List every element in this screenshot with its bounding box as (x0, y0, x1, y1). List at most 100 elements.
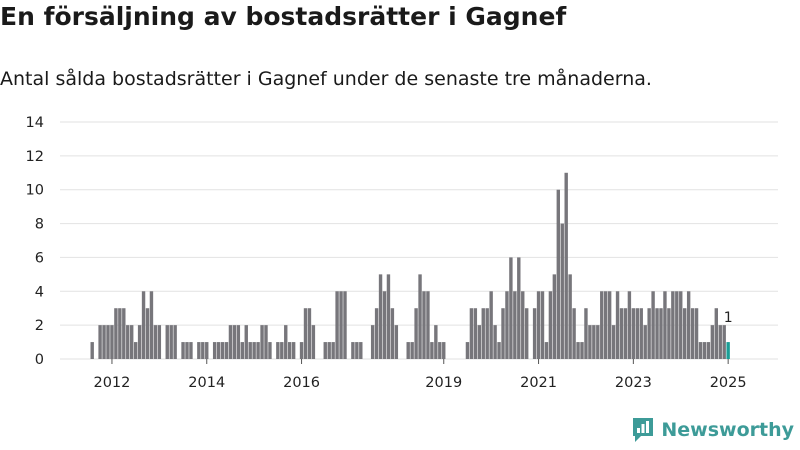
bar (671, 291, 675, 359)
bar (335, 291, 339, 359)
y-tick-label: 4 (35, 284, 44, 300)
bar (185, 342, 189, 359)
bar (291, 342, 296, 359)
bar (394, 325, 399, 359)
bar (698, 342, 703, 359)
bar (264, 325, 268, 359)
chart-subtitle: Antal sålda bostadsrätter i Gagnef under… (0, 68, 652, 90)
bar (228, 325, 233, 359)
bar (627, 291, 632, 359)
bar (220, 342, 225, 359)
y-tick-label: 0 (35, 352, 44, 368)
bar (655, 308, 659, 359)
bar (635, 308, 639, 359)
bar (501, 308, 505, 359)
bar (414, 308, 418, 359)
bar (137, 325, 142, 359)
bar (212, 342, 217, 359)
y-tick-label: 10 (26, 183, 44, 199)
bar (611, 325, 616, 359)
bar (122, 308, 126, 359)
y-tick-label: 2 (35, 318, 44, 334)
bar (252, 342, 256, 359)
bar (339, 291, 343, 359)
bar (706, 342, 711, 359)
bar (663, 291, 667, 359)
x-tick-label: 2023 (615, 375, 652, 391)
bar (643, 325, 647, 359)
chart-title: En försäljning av bostadsrätter i Gagnef (0, 2, 567, 31)
bar (284, 325, 288, 359)
bar (307, 308, 312, 359)
bar (130, 325, 134, 359)
bar (422, 291, 426, 359)
bar (224, 342, 229, 359)
bar (572, 308, 576, 359)
bar (256, 342, 260, 359)
bar (604, 291, 608, 359)
x-axis-ticks: 2012 2014 2016 2019 2021 2023 2025 (93, 359, 747, 391)
bar (556, 189, 560, 359)
bar (288, 342, 292, 359)
bar (382, 291, 387, 359)
bar (378, 274, 383, 359)
bar (90, 342, 94, 359)
bar-latest (726, 342, 730, 359)
x-tick-label: 2025 (710, 375, 747, 391)
bar (544, 342, 549, 359)
bar (145, 308, 150, 359)
bar (248, 342, 252, 359)
bar (497, 342, 501, 359)
brand-name: Newsworthy (661, 419, 794, 441)
bar (540, 291, 545, 359)
bar (686, 291, 691, 359)
bar (473, 308, 478, 359)
bar (232, 325, 237, 359)
bar (102, 325, 106, 359)
bar (667, 308, 671, 359)
bar (359, 342, 363, 359)
bar (714, 308, 718, 359)
bar (406, 342, 410, 359)
bar (509, 257, 513, 359)
bar (675, 291, 679, 359)
bar (548, 291, 553, 359)
bar (244, 325, 248, 359)
bar (205, 342, 209, 359)
bar (521, 291, 525, 359)
bar (485, 308, 489, 359)
bar (149, 291, 154, 359)
bar (690, 308, 695, 359)
bar (343, 291, 347, 359)
bar (418, 274, 422, 359)
bar (374, 308, 379, 359)
bar (370, 325, 375, 359)
bar (327, 342, 331, 359)
bar (481, 308, 485, 359)
bar (513, 291, 517, 359)
bar (426, 291, 430, 359)
bar (386, 274, 391, 359)
bar (169, 325, 173, 359)
bar (568, 274, 572, 359)
bar (560, 223, 564, 359)
bar (434, 325, 438, 359)
bar (651, 291, 655, 359)
bar (694, 308, 699, 359)
bar (505, 291, 509, 359)
bar (702, 342, 707, 359)
bar (631, 308, 636, 359)
bar (216, 342, 221, 359)
last-value-label: 1 (724, 310, 733, 326)
bar (173, 325, 177, 359)
bar (580, 342, 584, 359)
bar (600, 291, 604, 359)
bar (489, 291, 493, 359)
bar (114, 308, 118, 359)
bar (718, 325, 722, 359)
bar (623, 308, 628, 359)
bar (276, 342, 280, 359)
bar (619, 308, 624, 359)
data-labels: 1 (724, 310, 733, 326)
bar (303, 308, 308, 359)
